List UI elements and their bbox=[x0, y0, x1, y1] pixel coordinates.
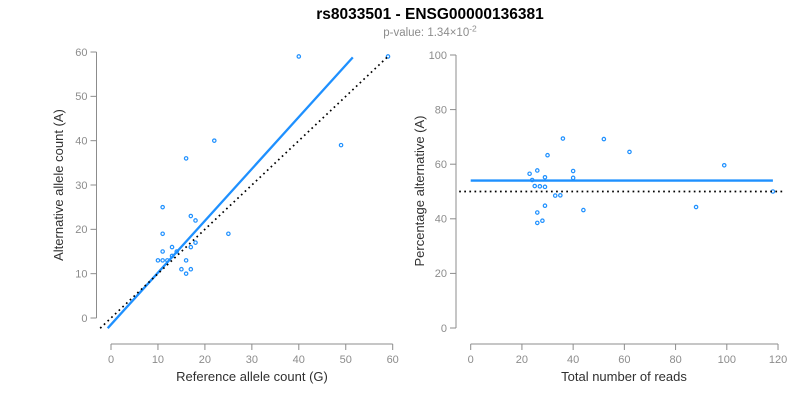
x-tick-label: 10 bbox=[152, 354, 164, 366]
x-tick-label: 40 bbox=[293, 354, 305, 366]
data-point bbox=[188, 244, 194, 250]
data-point bbox=[160, 204, 165, 210]
data-point bbox=[226, 231, 231, 237]
p-value-exponent: -2 bbox=[469, 24, 477, 34]
regression-line bbox=[106, 56, 354, 329]
p-value-subtitle: p-value: 1.34×10-2 bbox=[383, 24, 477, 40]
data-point bbox=[570, 168, 576, 174]
x-tick-label: 80 bbox=[669, 354, 681, 366]
right-plot: 0 20 40 60 80 100 120 0 20 40 60 80 100 Total number… bbox=[412, 50, 787, 384]
data-point bbox=[570, 175, 576, 181]
data-point bbox=[183, 271, 189, 276]
data-point bbox=[160, 231, 165, 237]
x-tick-label: 20 bbox=[516, 354, 528, 366]
x-tick-label: 60 bbox=[618, 354, 630, 366]
data-point bbox=[601, 136, 607, 142]
x-tick-label: 30 bbox=[246, 354, 258, 366]
data-point bbox=[721, 162, 727, 168]
x-tick-label: 0 bbox=[108, 354, 114, 366]
data-point bbox=[155, 258, 161, 263]
data-point bbox=[188, 213, 194, 219]
y-tick-label: 20 bbox=[435, 268, 447, 280]
data-point bbox=[169, 244, 175, 250]
right-plot-canvas: 0 20 40 60 80 100 120 0 20 40 60 80 100 bbox=[429, 50, 788, 366]
x-tick-label: 100 bbox=[718, 354, 736, 366]
data-point bbox=[537, 184, 543, 189]
data-point bbox=[338, 142, 344, 148]
x-tick-label: 50 bbox=[340, 354, 352, 366]
data-point bbox=[211, 138, 217, 143]
y-tick-label: 20 bbox=[75, 224, 87, 236]
left-plot-canvas: 0 10 20 30 40 50 60 0 10 20 30 40 50 60 bbox=[75, 47, 399, 366]
y-tick-label: 50 bbox=[75, 91, 87, 103]
y-tick-label: 40 bbox=[435, 214, 447, 226]
x-tick-label: 0 bbox=[468, 354, 474, 366]
x-tick-label: 40 bbox=[567, 354, 579, 366]
y-tick-label: 100 bbox=[429, 50, 447, 62]
data-point bbox=[542, 203, 548, 208]
y-tick-label: 0 bbox=[81, 313, 87, 325]
p-value-text: p-value: 1.34×10 bbox=[383, 27, 469, 39]
data-point bbox=[581, 207, 586, 213]
data-point bbox=[296, 54, 302, 59]
data-point bbox=[560, 136, 566, 141]
data-point bbox=[534, 220, 540, 226]
x-tick-label: 60 bbox=[387, 354, 399, 366]
data-point bbox=[532, 183, 538, 189]
data-point bbox=[527, 171, 532, 177]
y-tick-label: 40 bbox=[75, 135, 87, 147]
left-x-axis-label: Reference allele count (G) bbox=[176, 369, 328, 384]
data-point bbox=[179, 266, 184, 272]
data-point bbox=[552, 193, 558, 198]
data-point bbox=[542, 175, 548, 180]
data-point bbox=[534, 210, 540, 215]
data-point bbox=[183, 258, 189, 263]
x-tick-label: 120 bbox=[769, 354, 787, 366]
y-tick-label: 60 bbox=[435, 159, 447, 171]
data-point bbox=[558, 193, 563, 198]
left-plot: 0 10 20 30 40 50 60 0 10 20 30 40 50 60 Reference all… bbox=[51, 47, 399, 384]
data-point bbox=[160, 258, 165, 263]
data-point bbox=[545, 152, 550, 158]
y-tick-label: 60 bbox=[75, 47, 87, 59]
y-tick-label: 10 bbox=[75, 268, 87, 280]
data-point bbox=[534, 168, 540, 173]
data-point bbox=[193, 218, 198, 223]
left-y-axis-label: Alternative allele count (A) bbox=[51, 109, 66, 261]
right-y-axis-label: Percentage alternative (A) bbox=[412, 115, 427, 266]
data-point bbox=[188, 266, 194, 272]
data-point bbox=[160, 249, 165, 254]
data-point bbox=[540, 218, 545, 224]
data-point bbox=[183, 156, 189, 161]
data-point bbox=[542, 184, 548, 190]
x-tick-label: 20 bbox=[199, 354, 211, 366]
page-title: rs8033501 - ENSG00000136381 bbox=[316, 6, 544, 23]
y-tick-label: 80 bbox=[435, 104, 447, 116]
data-point bbox=[627, 149, 632, 155]
y-tick-label: 0 bbox=[441, 323, 447, 335]
y-tick-label: 30 bbox=[75, 180, 87, 192]
data-point bbox=[193, 240, 198, 245]
right-x-axis-label: Total number of reads bbox=[561, 369, 687, 384]
data-point bbox=[385, 54, 391, 59]
data-point bbox=[693, 204, 699, 210]
